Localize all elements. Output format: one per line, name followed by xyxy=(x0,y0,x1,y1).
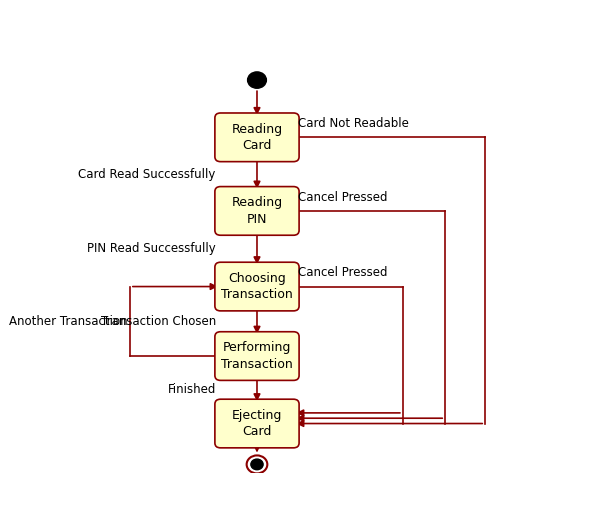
Text: Cancel Pressed: Cancel Pressed xyxy=(298,266,388,279)
Circle shape xyxy=(248,72,266,88)
FancyBboxPatch shape xyxy=(215,399,299,448)
Text: Card Not Readable: Card Not Readable xyxy=(298,117,409,130)
Text: Cancel Pressed: Cancel Pressed xyxy=(298,191,388,203)
Text: Performing
Transaction: Performing Transaction xyxy=(221,341,293,371)
Text: Another Transaction: Another Transaction xyxy=(9,315,127,328)
Text: Reading
PIN: Reading PIN xyxy=(231,196,282,226)
Text: Transaction Chosen: Transaction Chosen xyxy=(101,315,216,328)
Text: Card Read Successfully: Card Read Successfully xyxy=(78,168,216,181)
Text: Choosing
Transaction: Choosing Transaction xyxy=(221,272,293,301)
Text: PIN Read Successfully: PIN Read Successfully xyxy=(87,242,216,255)
Text: Reading
Card: Reading Card xyxy=(231,123,282,152)
FancyBboxPatch shape xyxy=(215,332,299,380)
Circle shape xyxy=(251,459,263,470)
FancyBboxPatch shape xyxy=(215,113,299,161)
Text: Ejecting
Card: Ejecting Card xyxy=(232,409,282,438)
FancyBboxPatch shape xyxy=(215,186,299,235)
Text: Finished: Finished xyxy=(168,383,216,396)
FancyBboxPatch shape xyxy=(215,262,299,311)
